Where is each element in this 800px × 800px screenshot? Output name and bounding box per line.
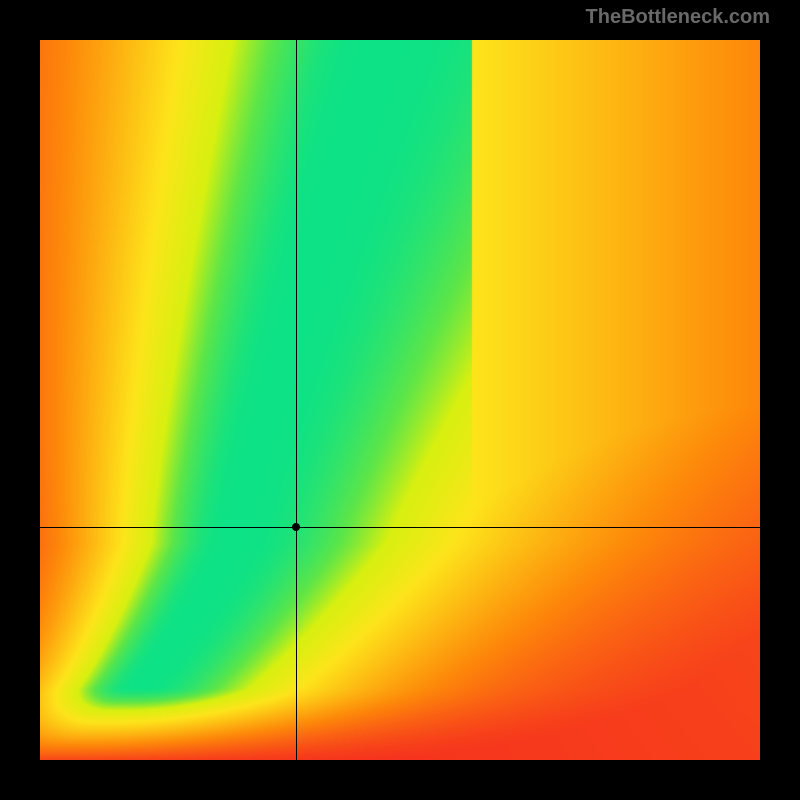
crosshair-vertical <box>296 40 297 760</box>
chart-container: TheBottleneck.com <box>0 0 800 800</box>
crosshair-horizontal <box>40 527 760 528</box>
heatmap-canvas <box>40 40 760 760</box>
watermark-text: TheBottleneck.com <box>586 6 770 29</box>
plot-area <box>40 40 760 760</box>
crosshair-dot <box>292 523 300 531</box>
